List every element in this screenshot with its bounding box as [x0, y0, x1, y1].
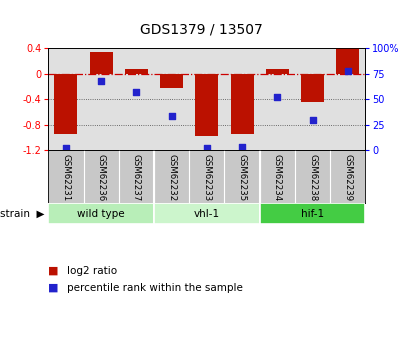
Text: GSM62231: GSM62231	[61, 154, 71, 201]
Text: ■: ■	[48, 283, 59, 293]
Text: GSM62232: GSM62232	[167, 154, 176, 201]
Text: GSM62234: GSM62234	[273, 154, 282, 201]
Bar	[336, 48, 359, 74]
Text: wild type: wild type	[77, 209, 125, 219]
Point	[133, 89, 140, 95]
Point	[63, 145, 69, 151]
Bar	[48, 204, 154, 224]
Bar	[231, 74, 254, 134]
Point	[274, 95, 281, 100]
Point	[168, 114, 175, 119]
Bar	[160, 74, 183, 88]
Point	[98, 78, 105, 83]
Text: GSM62239: GSM62239	[343, 154, 352, 201]
Point	[344, 68, 351, 73]
Text: GSM62237: GSM62237	[132, 154, 141, 201]
Text: percentile rank within the sample: percentile rank within the sample	[67, 283, 243, 293]
Text: GSM62233: GSM62233	[202, 154, 211, 201]
Text: vhl-1: vhl-1	[194, 209, 220, 219]
Bar	[301, 74, 324, 102]
Bar	[195, 74, 218, 136]
Bar	[154, 204, 260, 224]
Text: log2 ratio: log2 ratio	[67, 266, 117, 276]
Text: GDS1379 / 13507: GDS1379 / 13507	[140, 22, 263, 36]
Text: strain  ▶: strain ▶	[0, 209, 44, 219]
Bar	[266, 69, 289, 74]
Point	[309, 117, 316, 122]
Text: GSM62236: GSM62236	[97, 154, 106, 201]
Bar	[260, 204, 365, 224]
Point	[239, 144, 245, 150]
Point	[203, 145, 210, 151]
Bar	[90, 52, 113, 74]
Text: ■: ■	[48, 266, 59, 276]
Bar	[125, 69, 148, 74]
Text: GSM62235: GSM62235	[238, 154, 247, 201]
Text: hif-1: hif-1	[301, 209, 324, 219]
Bar	[55, 74, 77, 134]
Text: GSM62238: GSM62238	[308, 154, 317, 201]
